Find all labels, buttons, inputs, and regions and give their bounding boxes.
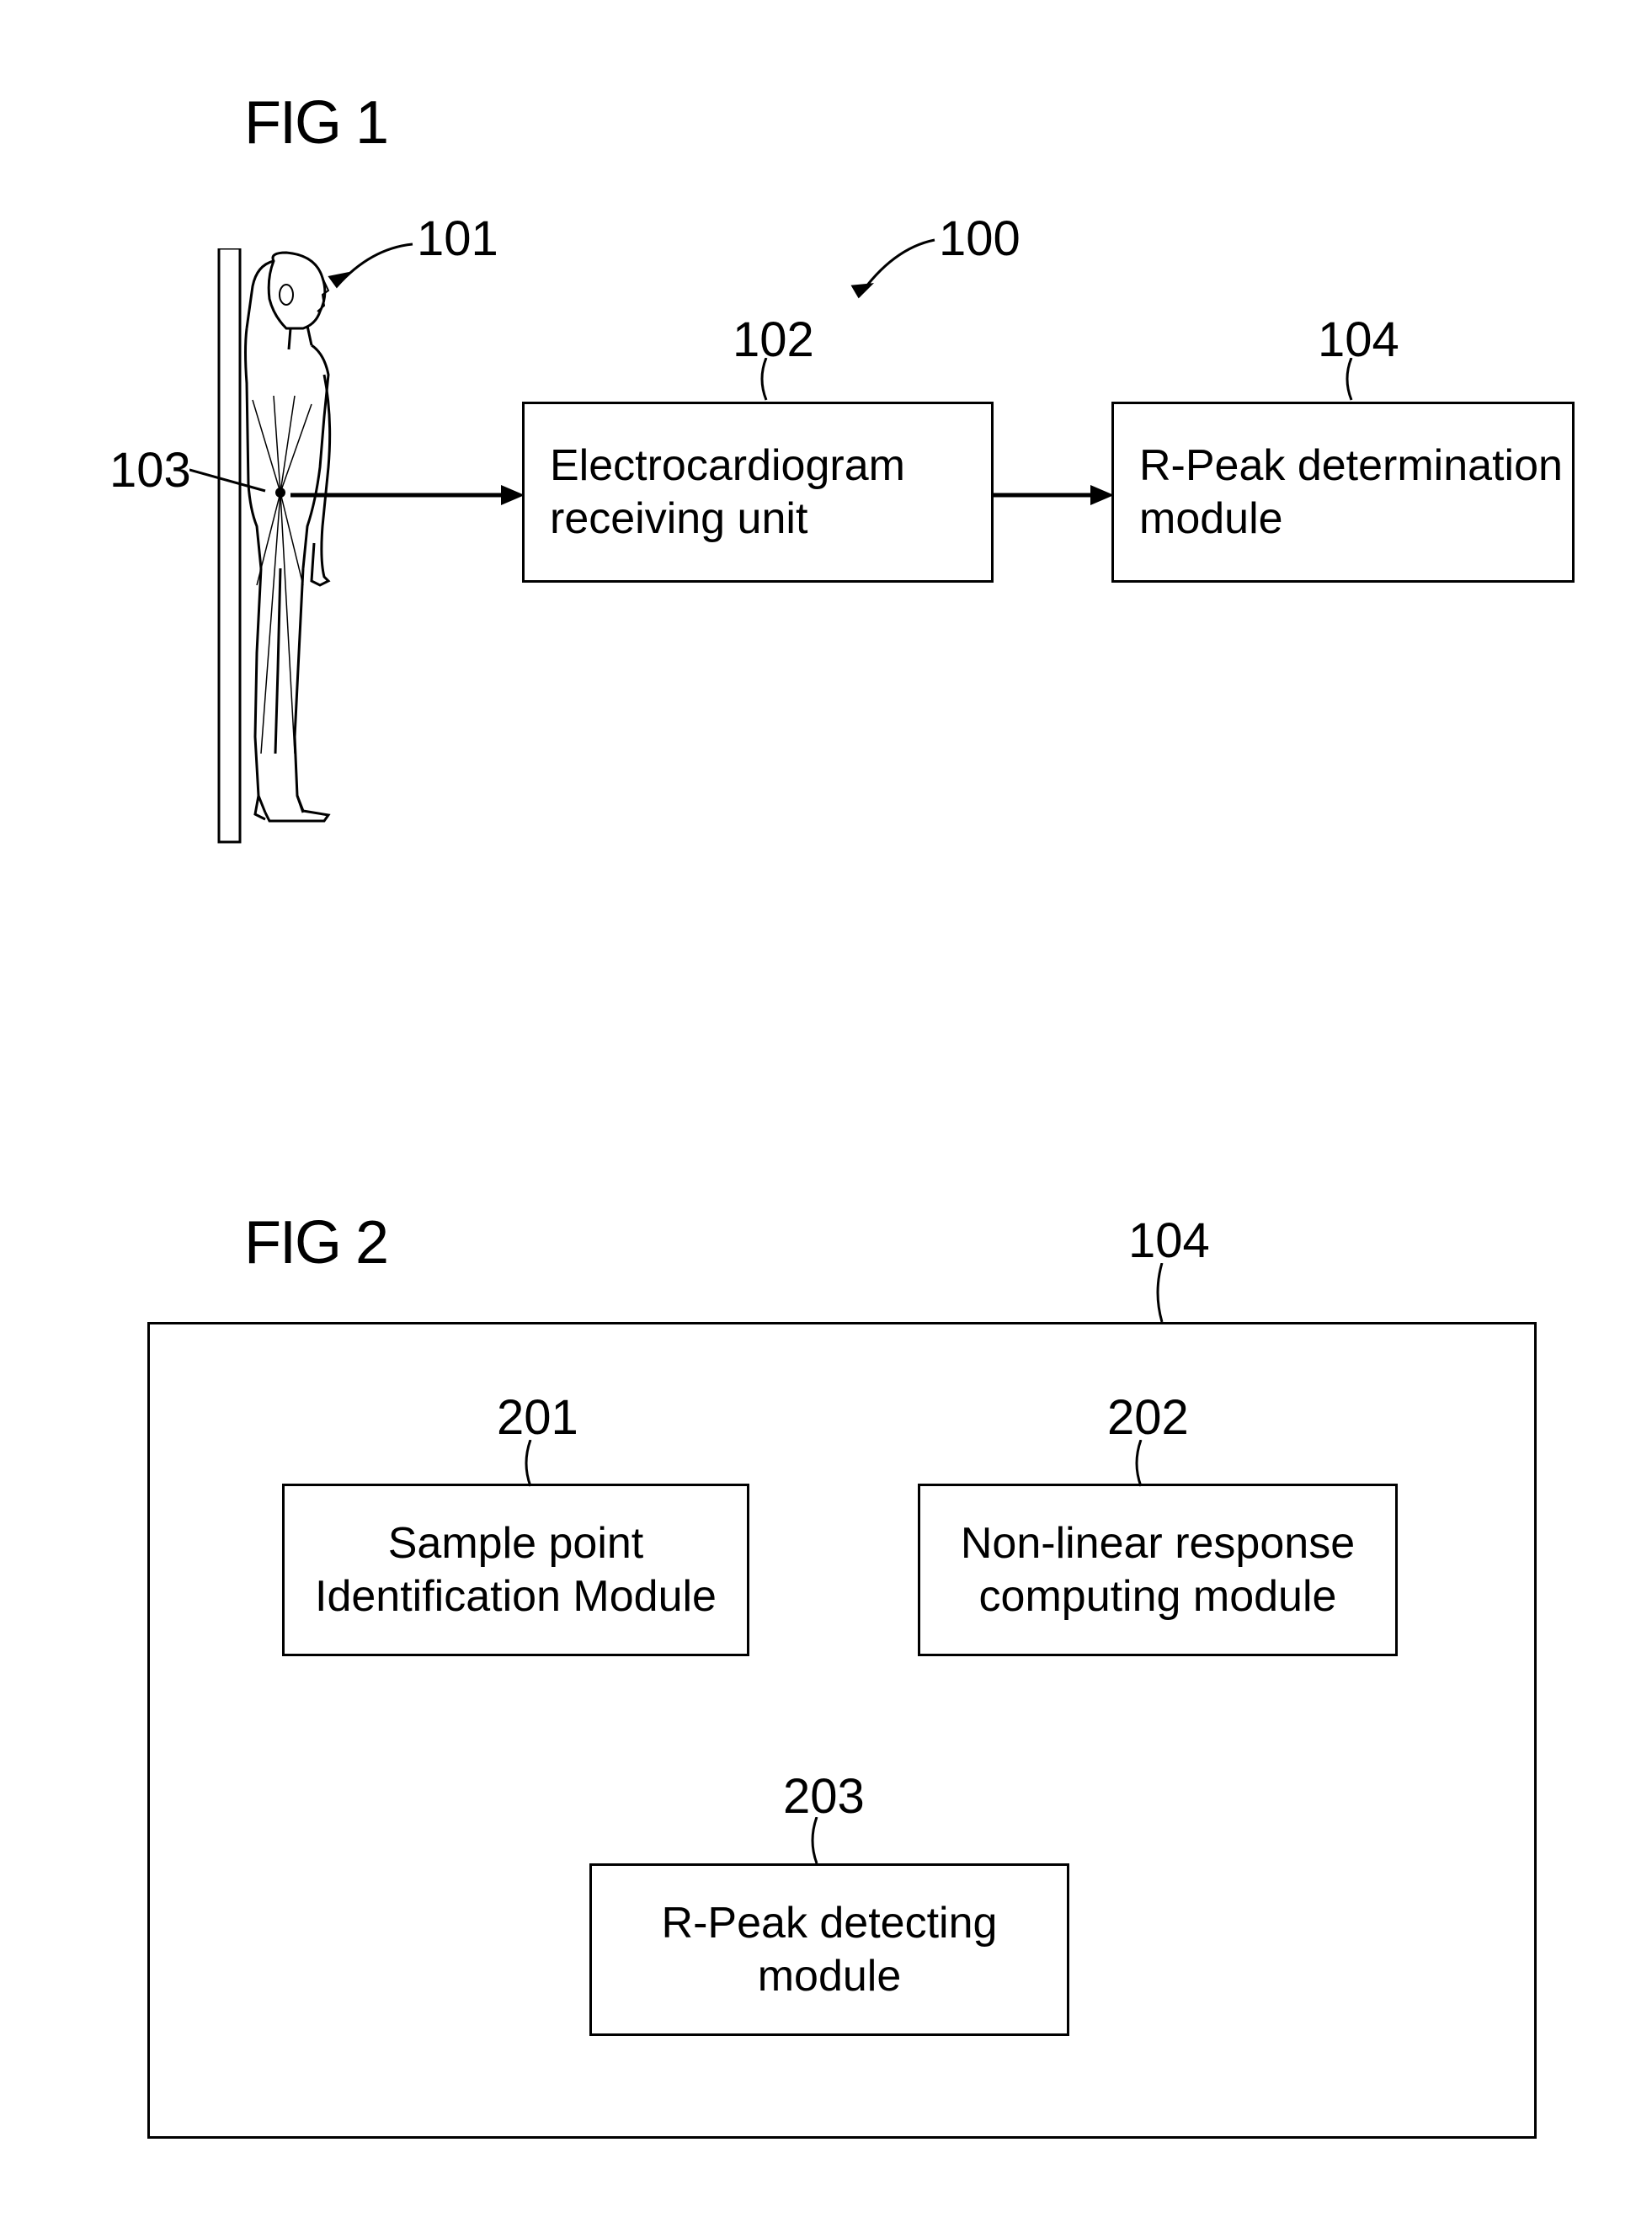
fig1-arrow-to-102 (290, 480, 526, 514)
fig2-box-201: Sample point Identification Module (282, 1484, 749, 1656)
fig1-ref-100: 100 (939, 211, 1021, 267)
fig1-leader-102 (754, 358, 787, 404)
fig1-title: FIG 1 (244, 88, 387, 157)
fig1-box-104: R-Peak determination module (1111, 402, 1575, 583)
fig2-leader-203 (804, 1817, 838, 1868)
fig2-ref-104: 104 (1128, 1212, 1210, 1269)
fig1-arrow-to-104 (994, 480, 1116, 514)
fig1-leader-104 (1339, 358, 1372, 404)
fig1-box-102: Electrocardiogram receiving unit (522, 402, 994, 583)
fig2-ref-201: 201 (497, 1389, 578, 1446)
fig2-title: FIG 2 (244, 1208, 387, 1277)
fig1-arrow-100 (834, 236, 943, 316)
fig2-leader-201 (518, 1440, 552, 1490)
fig1-ref-103: 103 (109, 442, 191, 498)
fig2-box-203: R-Peak detecting module (589, 1863, 1069, 2036)
fig2-leader-104 (1149, 1263, 1183, 1326)
fig2-ref-203: 203 (783, 1768, 865, 1825)
fig2-box-202: Non-linear response computing module (918, 1484, 1398, 1656)
fig1-ref-101: 101 (417, 211, 498, 267)
fig1-human-figure (206, 248, 375, 855)
fig2-ref-202: 202 (1107, 1389, 1189, 1446)
fig2-leader-202 (1128, 1440, 1162, 1490)
